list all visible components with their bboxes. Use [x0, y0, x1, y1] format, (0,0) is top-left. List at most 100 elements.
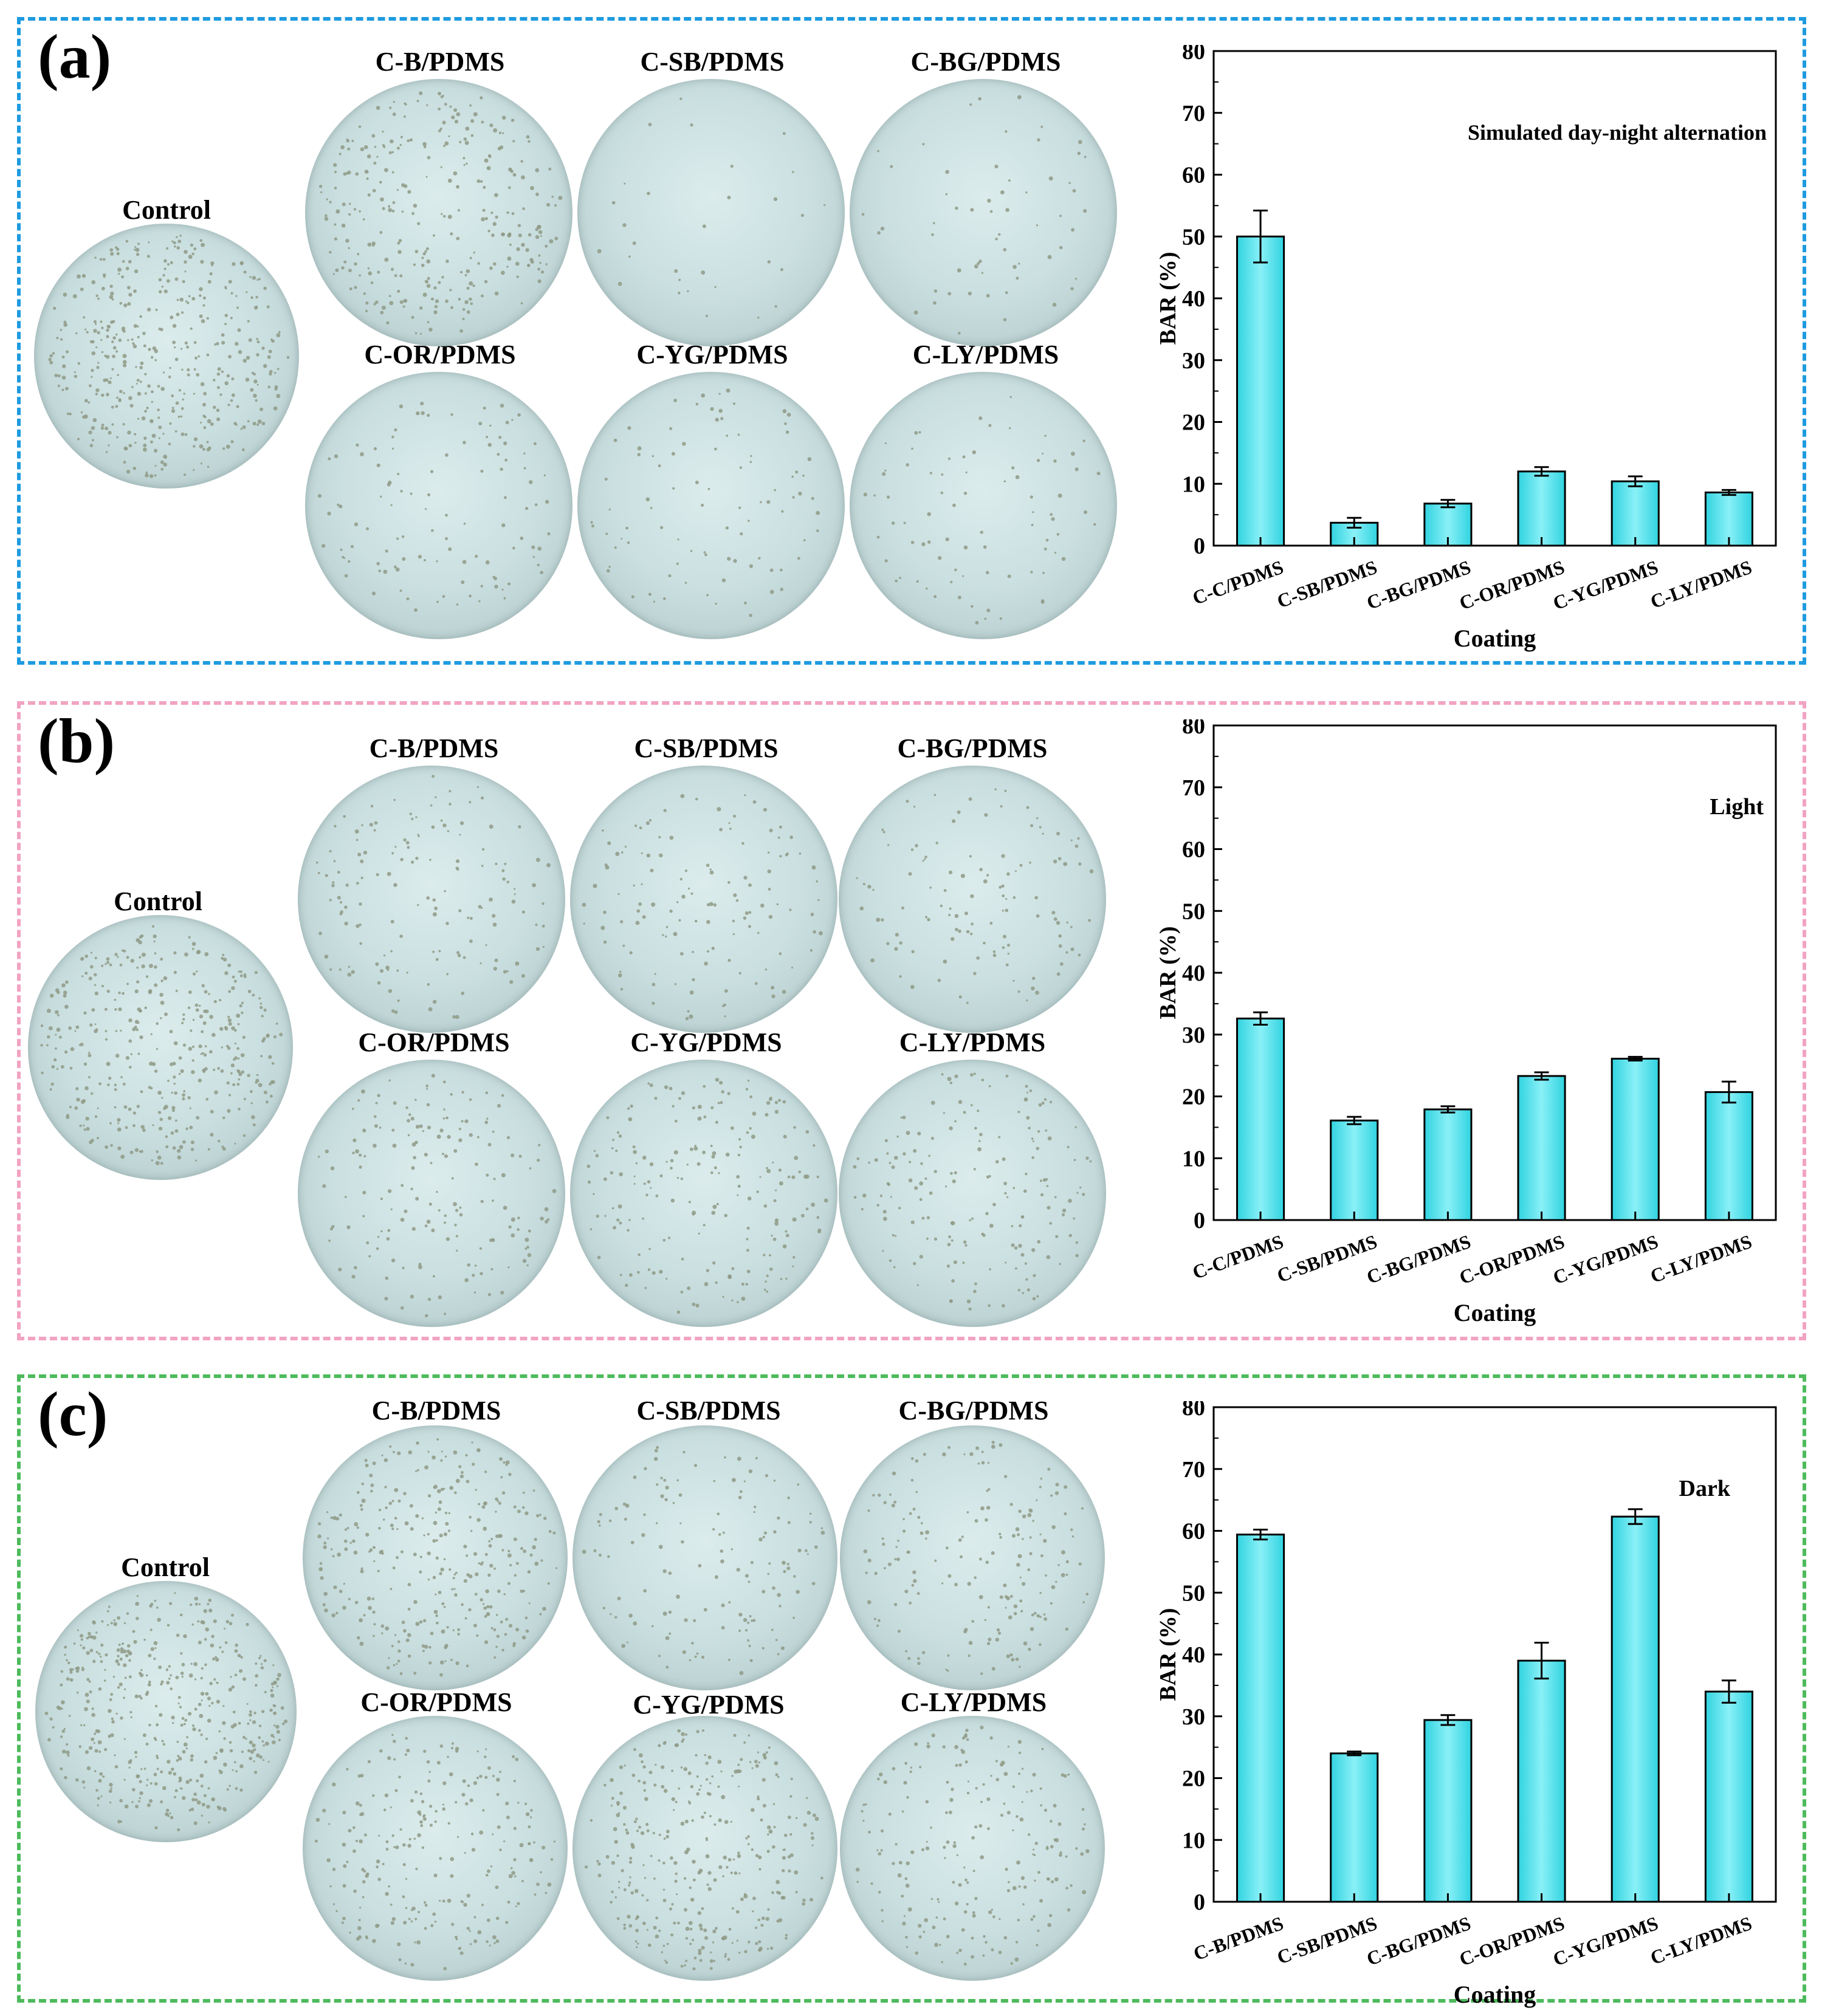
bar — [1517, 470, 1566, 547]
bar — [1236, 235, 1285, 547]
colonies — [48, 235, 290, 478]
panel-a: (a) Control C-B/PDMS C-SB/PDMS C-BG/PDMS… — [17, 17, 1806, 665]
bar-chart: Simulated day-night alternation BAR (%) … — [1144, 45, 1806, 659]
x-tick-label: C-OR/PDMS — [1456, 556, 1567, 614]
x-tick-label: C-B/PDMS — [1191, 1912, 1287, 1965]
panel-label: (c) — [38, 1379, 108, 1449]
plate-label-c-ly: C-LY/PDMS — [900, 1687, 1047, 1717]
y-tick-label: 50 — [1182, 899, 1205, 924]
colonies — [855, 1726, 1090, 1966]
plate-c-b — [298, 766, 565, 1033]
x-tick-label: C-LY/PDMS — [1648, 1912, 1755, 1969]
colonies — [856, 788, 1094, 1004]
colonies — [853, 1072, 1092, 1311]
plate-c-sb — [577, 79, 845, 346]
y-tick-label: 30 — [1182, 348, 1205, 374]
plate-c-sb — [570, 766, 837, 1033]
panel-c: (c) Control C-B/PDMS C-SB/PDMS C-BG/PDMS… — [17, 1374, 1806, 2008]
y-axis-label: BAR (%) — [1155, 926, 1181, 1019]
plate-c-or — [305, 372, 572, 639]
x-tick-label: C-LY/PDMS — [1648, 556, 1755, 613]
control-plate — [35, 1581, 297, 1842]
colonies — [582, 1445, 825, 1675]
plate-c-yg — [572, 1716, 837, 1981]
control-label: Control — [121, 1552, 210, 1582]
y-axis-label: BAR (%) — [1155, 1608, 1181, 1701]
y-tick-label: 70 — [1182, 775, 1205, 801]
x-tick-label: C-OR/PDMS — [1456, 1912, 1567, 1970]
colonies — [582, 794, 823, 1021]
y-tick-label: 60 — [1182, 837, 1205, 863]
chart-annotation: Simulated day-night alternation — [1468, 120, 1767, 145]
bar — [1611, 1515, 1660, 1903]
colonies — [40, 925, 283, 1165]
plot-frame — [1212, 724, 1777, 1221]
plate-c-yg — [570, 1060, 837, 1327]
y-tick-label: 60 — [1182, 163, 1205, 188]
y-tick-label: 50 — [1182, 224, 1205, 250]
y-tick-label: 40 — [1182, 286, 1205, 312]
y-tick-label: 20 — [1182, 1085, 1205, 1110]
colonies — [317, 1438, 558, 1677]
control-plate — [34, 224, 299, 489]
colonies — [317, 1074, 557, 1318]
y-tick-label: 0 — [1194, 1208, 1205, 1233]
y-tick-label: 70 — [1182, 1457, 1205, 1483]
panel-b: (b) Control C-B/PDMS C-SB/PDMS C-BG/PDMS… — [17, 701, 1806, 1340]
plate-c-ly — [840, 1716, 1105, 1981]
plate-c-bg — [840, 1425, 1105, 1690]
colonies — [315, 775, 551, 1019]
y-tick-label: 60 — [1182, 1519, 1205, 1545]
colonies — [590, 388, 820, 617]
chart-annotation: Dark — [1679, 1476, 1731, 1501]
x-tick-label: C-BG/PDMS — [1364, 556, 1474, 614]
bar — [1236, 1534, 1285, 1903]
colonies — [318, 91, 563, 335]
plate-c-yg — [577, 372, 845, 639]
x-tick-label: C-YG/PDMS — [1550, 1912, 1661, 1970]
y-tick-label: 20 — [1182, 1766, 1205, 1792]
y-tick-label: 0 — [1194, 533, 1205, 559]
plate-label-c-yg: C-YG/PDMS — [633, 1690, 785, 1719]
plate-c-sb — [572, 1425, 837, 1690]
bar — [1517, 1659, 1566, 1903]
bar — [1330, 1119, 1379, 1221]
control-label: Control — [122, 195, 211, 225]
colonies — [863, 396, 1101, 625]
x-tick-label: C-SB/PDMS — [1274, 1912, 1380, 1969]
bar — [1517, 1075, 1566, 1221]
bar-chart: Dark BAR (%) Coating 0 10 20 30 40 50 60 70 80 C-… — [1144, 1401, 1806, 2015]
y-tick-label: 0 — [1194, 1890, 1205, 1915]
colonies — [44, 1592, 288, 1832]
y-tick-label: 10 — [1182, 471, 1205, 497]
x-tick-label: C-SB/PDMS — [1274, 1230, 1380, 1287]
plate-c-ly — [850, 372, 1117, 639]
x-tick-label: C-C/PDMS — [1189, 556, 1286, 609]
y-tick-label: 50 — [1182, 1580, 1205, 1606]
plate-c-or — [303, 1716, 568, 1981]
plate-label-c-bg: C-BG/PDMS — [897, 733, 1048, 763]
plate-c-bg — [850, 79, 1117, 346]
y-tick-label: 80 — [1182, 719, 1205, 739]
y-tick-label: 30 — [1182, 1704, 1205, 1730]
chart-annotation: Light — [1710, 794, 1764, 820]
x-tick-label: C-YG/PDMS — [1550, 556, 1661, 614]
control-label: Control — [114, 886, 202, 916]
x-tick-label: C-YG/PDMS — [1550, 1230, 1661, 1289]
plate-label-c-sb: C-SB/PDMS — [634, 733, 779, 763]
y-tick-label: 40 — [1182, 1642, 1205, 1668]
x-tick-label: C-OR/PDMS — [1456, 1230, 1567, 1289]
plate-c-ly — [839, 1060, 1106, 1327]
y-tick-label: 10 — [1182, 1146, 1205, 1171]
x-axis-label: Coating — [1454, 1981, 1536, 2008]
control-plate — [28, 915, 293, 1180]
colonies — [586, 1077, 828, 1314]
y-axis-label: BAR (%) — [1155, 252, 1181, 345]
y-tick-label: 70 — [1182, 101, 1205, 126]
plate-label-c-sb: C-SB/PDMS — [640, 47, 785, 77]
plate-label-c-b: C-B/PDMS — [375, 47, 505, 77]
plate-c-bg — [839, 766, 1106, 1033]
panel-label: (a) — [38, 22, 112, 92]
y-tick-label: 10 — [1182, 1828, 1205, 1853]
bar — [1423, 1108, 1473, 1221]
